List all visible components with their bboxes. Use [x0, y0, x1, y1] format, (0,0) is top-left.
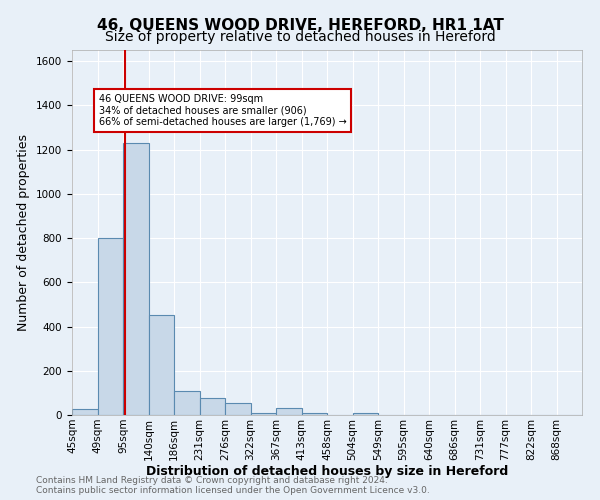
Bar	[225, 403, 251, 415]
Bar	[353, 413, 378, 415]
Bar	[123, 143, 149, 415]
X-axis label: Distribution of detached houses by size in Hereford: Distribution of detached houses by size …	[146, 466, 508, 478]
Bar	[251, 413, 276, 415]
Bar	[276, 408, 302, 415]
Bar	[149, 316, 174, 415]
Bar	[174, 390, 199, 415]
Text: Contains HM Land Registry data © Crown copyright and database right 2024.
Contai: Contains HM Land Registry data © Crown c…	[36, 476, 430, 495]
Bar	[199, 398, 225, 415]
Bar	[97, 238, 123, 415]
Y-axis label: Number of detached properties: Number of detached properties	[17, 134, 31, 331]
Text: 46, QUEENS WOOD DRIVE, HEREFORD, HR1 1AT: 46, QUEENS WOOD DRIVE, HEREFORD, HR1 1AT	[97, 18, 503, 32]
Bar	[302, 413, 327, 415]
Bar	[72, 410, 97, 415]
Text: Size of property relative to detached houses in Hereford: Size of property relative to detached ho…	[104, 30, 496, 44]
Text: 46 QUEENS WOOD DRIVE: 99sqm
34% of detached houses are smaller (906)
66% of semi: 46 QUEENS WOOD DRIVE: 99sqm 34% of detac…	[99, 94, 347, 128]
